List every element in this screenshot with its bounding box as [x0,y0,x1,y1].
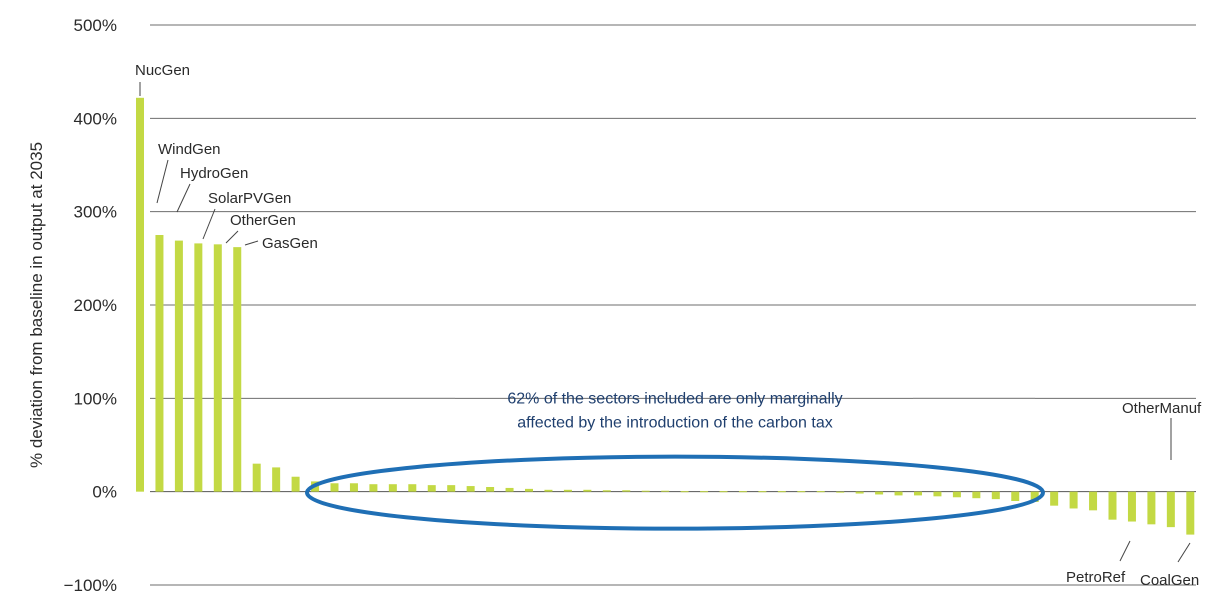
y-tick-label: 100% [74,389,117,408]
bar [563,489,572,492]
bar [272,467,281,492]
bar [369,484,378,492]
bar [641,490,650,492]
bar [836,491,845,493]
bar [894,491,903,496]
label-leader-line [156,159,169,204]
bar [738,491,747,493]
bar [816,491,825,493]
annotation-line-2: affected by the introduction of the carb… [517,414,832,431]
bar [1089,491,1098,511]
bar [194,243,203,492]
bar [875,491,884,495]
bar [330,483,339,492]
bar [408,484,417,492]
bar [213,244,222,492]
sector-label: OtherManuf [1122,400,1202,417]
bar [583,489,592,492]
sector-label: GasGen [262,235,318,252]
bar [447,485,456,492]
bar [233,247,242,492]
y-tick-label: 500% [74,16,117,35]
label-leader-line [202,208,216,240]
label-leader-line [1119,540,1131,562]
bar [466,486,475,492]
bar [544,489,553,492]
bar [427,485,436,492]
sector-label: OtherGen [230,212,296,229]
bar [777,491,786,493]
label-leader-line [1177,542,1191,563]
bar [174,240,183,492]
bar [1011,491,1020,501]
y-tick-label: 400% [74,109,117,128]
label-leader-line [244,240,259,246]
sector-label: SolarPVGen [208,190,291,207]
bar [622,490,631,492]
bar [952,491,961,498]
bar [505,487,514,492]
y-tick-label: 300% [74,203,117,222]
sector-label: NucGen [135,62,190,79]
y-tick-label: −100% [64,576,117,595]
bar [972,491,981,499]
y-axis-ticks: −100% 0% 100% 200% 300% 400% 500% [64,16,117,595]
label-leader-line [225,230,239,244]
bar [1166,491,1175,528]
bar [1030,491,1039,502]
bar [1127,491,1136,522]
bar [1186,491,1195,535]
y-tick-label: 200% [74,296,117,315]
bar [1108,491,1117,520]
bar [680,491,689,493]
sector-label: PetroRef [1066,569,1126,586]
bar [1147,491,1156,525]
sector-label: WindGen [158,141,221,158]
bar [349,483,358,492]
sector-label: CoalGen [1140,572,1199,589]
bar [661,490,670,492]
bar [1069,491,1078,509]
annotation: 62% of the sectors included are only mar… [305,390,1045,531]
bar [719,491,728,493]
bar [525,488,533,492]
bars [136,97,1195,535]
gridlines [150,24,1196,586]
highlight-ellipse [305,454,1045,531]
bar [991,491,1000,500]
bar [855,491,864,494]
bar [914,491,922,496]
bar [136,97,144,492]
bar [252,463,261,492]
y-axis-title: % deviation from baseline in output at 2… [27,142,46,468]
bar [797,491,806,493]
sector-labels: NucGen WindGen HydroGen SolarPVGen OtherGen G… [135,62,1202,589]
annotation-line-1: 62% of the sectors included are only mar… [507,390,842,407]
bar [602,490,611,492]
sector-label: HydroGen [180,165,248,182]
bar [388,484,397,492]
bar [486,487,495,492]
label-leader-line [176,183,191,213]
bar [933,491,942,497]
bar [1050,491,1059,506]
bar [291,476,300,492]
bar [758,491,767,493]
y-tick-label: 0% [92,483,117,502]
bar [155,235,164,492]
bar [700,491,709,493]
